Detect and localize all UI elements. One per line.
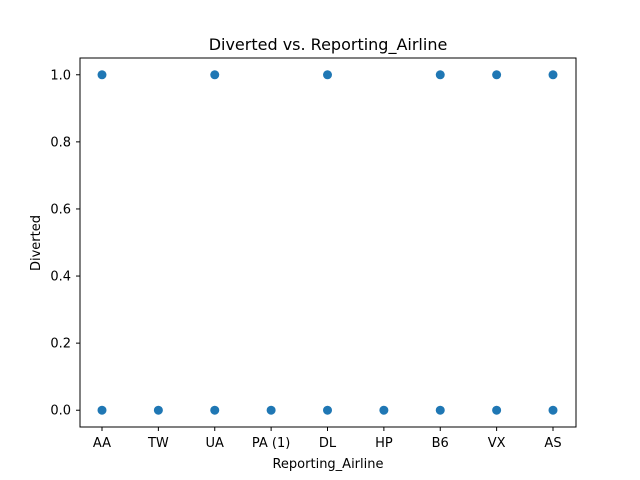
x-tick-label: PA (1): [252, 436, 290, 451]
y-axis-ticks: 0.0 0.2 0.4 0.6 0.8 1.0: [50, 68, 80, 419]
x-tick-label: B6: [432, 436, 449, 451]
x-tick-label: UA: [206, 436, 225, 451]
plot-frame: [79, 57, 577, 428]
y-tick-label: 0.8: [50, 135, 71, 150]
data-point: [548, 70, 558, 80]
data-point: [435, 70, 445, 80]
y-tick-label: 0.2: [50, 337, 71, 352]
data-point: [492, 405, 502, 415]
data-point: [153, 405, 163, 415]
data-point: [492, 70, 502, 80]
data-point: [97, 405, 107, 415]
x-tick-label: VX: [488, 436, 506, 451]
x-axis-ticks: AA TW UA PA (1) DL HP B6 VX AS: [93, 427, 562, 451]
x-tick-label: AS: [544, 436, 561, 451]
x-tick-label: TW: [147, 436, 169, 451]
data-point: [435, 405, 445, 415]
data-point: [323, 405, 332, 415]
y-tick-label: 0.4: [50, 270, 71, 285]
chart-title: Diverted vs. Reporting_Airline: [209, 35, 448, 55]
y-axis-label: Diverted: [29, 215, 44, 271]
x-tick-label: DL: [319, 436, 337, 451]
data-point: [97, 70, 107, 80]
data-point: [548, 405, 558, 415]
data-point: [210, 70, 220, 80]
y-tick-label: 0.6: [50, 202, 71, 217]
data-point: [266, 405, 276, 415]
x-tick-label: HP: [375, 436, 393, 451]
y-tick-label: 0.0: [50, 404, 71, 419]
scatter-points: [97, 70, 558, 415]
x-tick-label: AA: [93, 436, 111, 451]
data-point: [379, 405, 389, 415]
data-point: [323, 70, 332, 80]
x-axis-label: Reporting_Airline: [272, 457, 383, 472]
y-tick-label: 1.0: [50, 68, 71, 83]
data-point: [210, 405, 220, 415]
